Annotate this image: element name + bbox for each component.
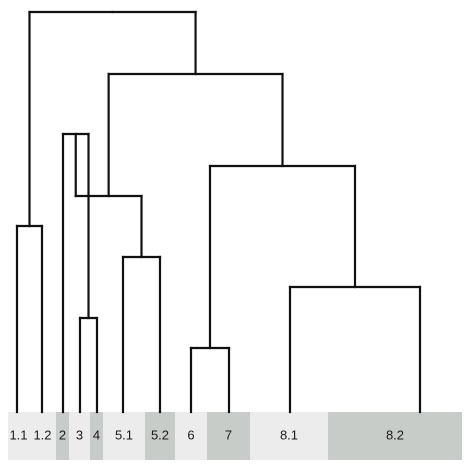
segment-label-7: 7 bbox=[225, 427, 232, 442]
segment-6 bbox=[175, 412, 207, 460]
segment-4 bbox=[90, 412, 103, 460]
dendrogram-branches bbox=[15, 10, 422, 414]
segment-label-8.2: 8.2 bbox=[386, 427, 404, 442]
segment-label-8.1: 8.1 bbox=[280, 427, 298, 442]
segment-3 bbox=[69, 412, 90, 460]
segment-label-1.2: 1.2 bbox=[33, 427, 51, 442]
segment-label-5.2: 5.2 bbox=[151, 427, 169, 442]
segment-5.1 bbox=[103, 412, 145, 460]
segment-8.1 bbox=[250, 412, 328, 460]
segment-8.2 bbox=[328, 412, 462, 460]
segment-label-6: 6 bbox=[187, 427, 194, 442]
segment-2 bbox=[56, 412, 69, 460]
segment-label-3: 3 bbox=[76, 427, 83, 442]
segment-label-1.1: 1.1 bbox=[9, 427, 27, 442]
segment-label-5.1: 5.1 bbox=[115, 427, 133, 442]
segment-label-4: 4 bbox=[93, 427, 100, 442]
segment-5.2 bbox=[145, 412, 175, 460]
segment-7 bbox=[207, 412, 250, 460]
leaf-segment-bar bbox=[8, 412, 462, 460]
segment-label-2: 2 bbox=[59, 427, 66, 442]
segment-1.2 bbox=[29, 412, 56, 460]
segment-1.1 bbox=[8, 412, 29, 460]
leaf-labels: 1.1 1.2 2 3 4 5.1 5.2 6 7 8.1 8.2 bbox=[9, 427, 404, 442]
